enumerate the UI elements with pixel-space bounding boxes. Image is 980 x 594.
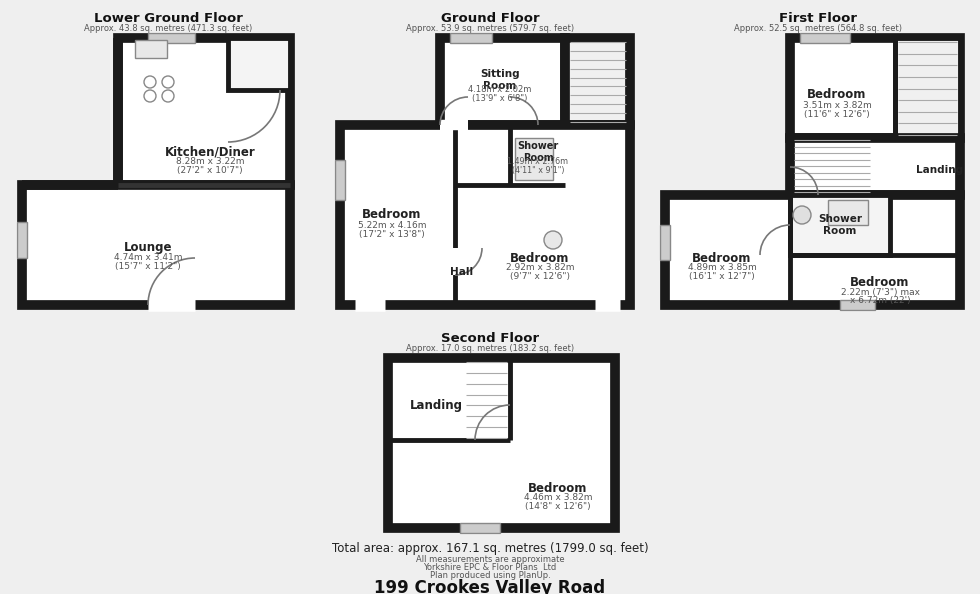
Text: 199 Crookes Valley Road: 199 Crookes Valley Road [374, 579, 606, 594]
Text: Bedroom: Bedroom [692, 251, 752, 264]
Bar [840, 300, 875, 310]
Text: Landing: Landing [410, 399, 463, 412]
Polygon shape [895, 38, 960, 138]
Text: (17'2" x 13'8"): (17'2" x 13'8") [359, 229, 425, 239]
Bar [335, 160, 345, 200]
Text: (16'1" x 12'7"): (16'1" x 12'7") [689, 273, 755, 282]
Text: 4.46m x 3.82m: 4.46m x 3.82m [523, 494, 592, 503]
Text: Bedroom: Bedroom [363, 208, 421, 222]
Bar [450, 33, 492, 43]
Text: Bedroom: Bedroom [808, 89, 866, 102]
Bar [135, 40, 167, 58]
Text: Plan produced using PlanUp.: Plan produced using PlanUp. [429, 571, 551, 580]
Text: Shower
Room: Shower Room [818, 214, 862, 236]
Polygon shape [228, 38, 290, 90]
Text: First Floor: First Floor [779, 12, 857, 25]
Text: Bedroom: Bedroom [851, 276, 909, 289]
Polygon shape [440, 38, 565, 125]
Text: (11'6" x 12'6"): (11'6" x 12'6") [805, 109, 870, 118]
Text: Shower
Room: Shower Room [517, 141, 559, 163]
Text: Lounge: Lounge [123, 242, 172, 254]
Text: Hall: Hall [451, 267, 473, 277]
Polygon shape [790, 138, 960, 195]
Text: Approx. 53.9 sq. metres (579.7 sq. feet): Approx. 53.9 sq. metres (579.7 sq. feet) [406, 24, 574, 33]
Polygon shape [790, 38, 960, 138]
Text: (4'11" x 9'1"): (4'11" x 9'1") [512, 166, 564, 175]
Text: 5.22m x 4.16m: 5.22m x 4.16m [358, 220, 426, 229]
Circle shape [793, 206, 811, 224]
Text: 3.51m x 3.82m: 3.51m x 3.82m [803, 100, 871, 109]
Text: 4.74m x 3.41m: 4.74m x 3.41m [114, 254, 182, 263]
Polygon shape [118, 38, 290, 185]
Bar [800, 33, 850, 43]
Text: 2.22m (7'3") max: 2.22m (7'3") max [841, 287, 919, 296]
Bar [515, 138, 553, 180]
Text: Bedroom: Bedroom [511, 251, 569, 264]
Text: 4.18m x 2.02m: 4.18m x 2.02m [468, 86, 532, 94]
Text: Yorkshire EPC & Floor Plans  Ltd: Yorkshire EPC & Floor Plans Ltd [423, 563, 557, 572]
Text: (27'2" x 10'7"): (27'2" x 10'7") [177, 166, 243, 175]
Text: (14'8" x 12'6"): (14'8" x 12'6") [525, 503, 591, 511]
Text: (9'7" x 12'6"): (9'7" x 12'6") [510, 273, 570, 282]
Text: x 6.72m (22'): x 6.72m (22') [850, 296, 910, 305]
Polygon shape [340, 125, 630, 305]
Text: (15'7" x 11'2"): (15'7" x 11'2") [115, 263, 181, 271]
Text: All measurements are approximate: All measurements are approximate [416, 555, 564, 564]
Text: Kitchen/Diner: Kitchen/Diner [165, 146, 256, 159]
Text: (13'9" x 6'8"): (13'9" x 6'8") [472, 94, 527, 103]
Circle shape [544, 231, 562, 249]
Polygon shape [388, 358, 615, 528]
Polygon shape [22, 185, 290, 305]
Text: 8.28m x 3.22m: 8.28m x 3.22m [175, 157, 244, 166]
Text: Approx. 43.8 sq. metres (471.3 sq. feet): Approx. 43.8 sq. metres (471.3 sq. feet) [84, 24, 252, 33]
Bar [17, 222, 27, 258]
Text: 1.49m x 2.76m: 1.49m x 2.76m [508, 157, 568, 166]
Polygon shape [565, 38, 630, 125]
Text: Approx. 52.5 sq. metres (564.8 sq. feet): Approx. 52.5 sq. metres (564.8 sq. feet) [734, 24, 902, 33]
Text: Sitting
Room: Sitting Room [480, 69, 519, 91]
Text: Second Floor: Second Floor [441, 332, 539, 345]
Text: 4.89m x 3.85m: 4.89m x 3.85m [688, 264, 757, 273]
Text: Total area: approx. 167.1 sq. metres (1799.0 sq. feet): Total area: approx. 167.1 sq. metres (17… [331, 542, 649, 555]
Bar [148, 33, 195, 43]
Bar [660, 225, 670, 260]
Text: Landing: Landing [916, 165, 963, 175]
Text: 2.92m x 3.82m: 2.92m x 3.82m [506, 264, 574, 273]
Bar [828, 200, 868, 225]
Polygon shape [790, 195, 890, 255]
Text: Ground Floor: Ground Floor [441, 12, 539, 25]
Text: Lower Ground Floor: Lower Ground Floor [93, 12, 242, 25]
Polygon shape [665, 195, 960, 305]
Text: Approx. 17.0 sq. metres (183.2 sq. feet): Approx. 17.0 sq. metres (183.2 sq. feet) [406, 344, 574, 353]
Text: Bedroom: Bedroom [528, 482, 588, 494]
Bar [460, 523, 500, 533]
